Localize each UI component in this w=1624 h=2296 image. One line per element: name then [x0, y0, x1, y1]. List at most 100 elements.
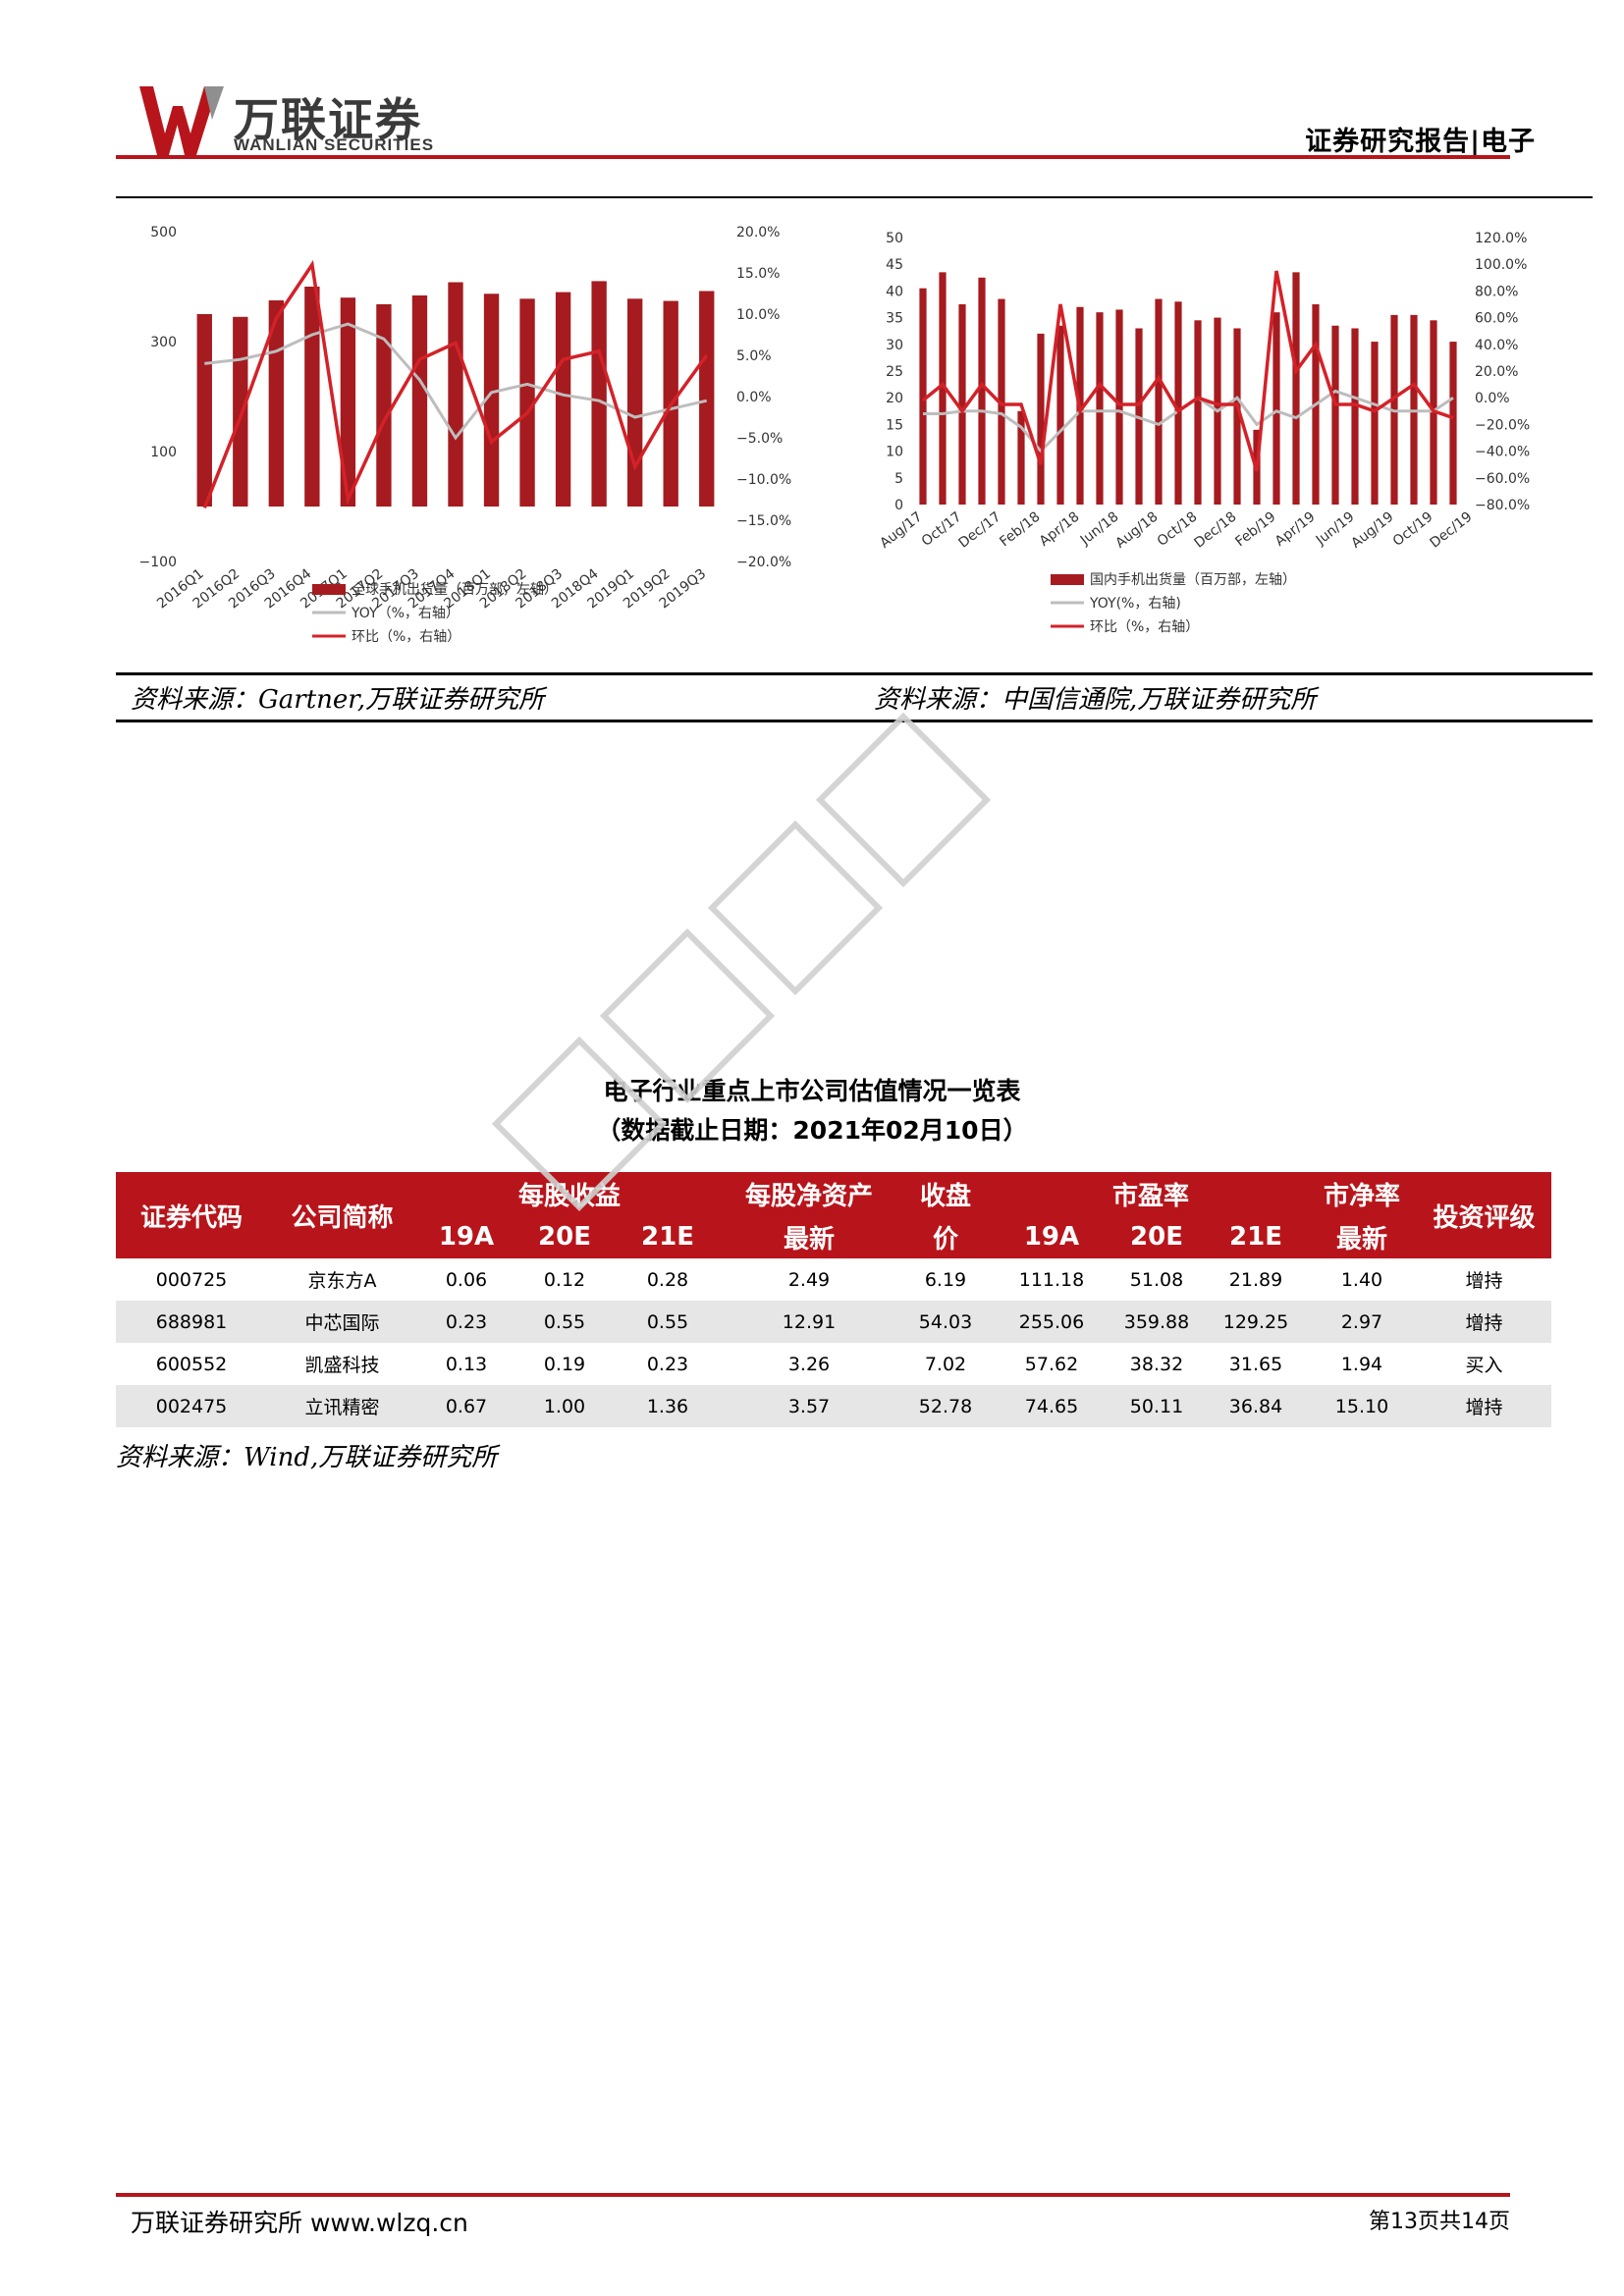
x-tick-label: Aug/18 — [1112, 509, 1161, 552]
cell-code: 000725 — [116, 1258, 267, 1301]
bar — [1174, 301, 1182, 505]
series-line — [204, 322, 708, 441]
cell-pe19: 57.62 — [995, 1343, 1109, 1385]
cell-pb: 15.10 — [1307, 1385, 1417, 1427]
cell-pe19: 111.18 — [995, 1258, 1109, 1301]
footer-institute: 万联证券研究所 www.wlzq.cn — [131, 2209, 468, 2237]
table-row: 688981 中芯国际 0.23 0.55 0.55 12.91 54.03 2… — [116, 1301, 1551, 1343]
bar — [448, 282, 463, 507]
y-right-tick-label: −5.0% — [736, 431, 783, 447]
cell-code: 002475 — [116, 1385, 267, 1427]
header-name: 公司简称 — [267, 1172, 417, 1258]
bar — [1037, 333, 1045, 505]
cell-pb: 1.94 — [1307, 1343, 1417, 1385]
bar — [1194, 320, 1202, 505]
table-source: 资料来源：Wind,万联证券研究所 — [116, 1443, 498, 1472]
y-left-tick-label: 300 — [150, 335, 177, 350]
legend-label: YOY（%，右轴） — [351, 606, 460, 621]
x-tick-label: Oct/19 — [1390, 509, 1436, 550]
logo-chinese-name: 万联证券 — [234, 93, 422, 146]
logo-english-name: WANLIAN SECURITIES — [234, 135, 435, 154]
series-line — [202, 259, 709, 509]
cell-close: 6.19 — [896, 1258, 995, 1301]
x-tick-label: Dec/19 — [1428, 509, 1476, 552]
cell-pe20: 51.08 — [1109, 1258, 1205, 1301]
domestic-phone-shipments-chart: 50454035302520151050120.0%100.0%80.0%60.… — [877, 231, 1530, 635]
chart-right-source: 资料来源：中国信通院,万联证券研究所 — [874, 685, 1317, 715]
cell-bvps: 2.49 — [722, 1258, 896, 1301]
table-row: 000725 京东方A 0.06 0.12 0.28 2.49 6.19 111… — [116, 1258, 1551, 1301]
y-right-tick-label: −20.0% — [1475, 417, 1530, 433]
cell-eps19: 0.06 — [417, 1258, 515, 1301]
bar — [1096, 312, 1104, 505]
y-right-tick-label: 20.0% — [1475, 364, 1518, 380]
y-right-tick-label: −20.0% — [736, 555, 791, 570]
x-tick-label: Oct/18 — [1155, 509, 1201, 550]
cell-pe21: 36.84 — [1205, 1385, 1307, 1427]
y-left-tick-label: 15 — [886, 417, 903, 433]
bar — [1017, 410, 1025, 505]
bar — [483, 294, 500, 507]
cell-code: 688981 — [116, 1301, 267, 1343]
cell-eps21: 0.28 — [614, 1258, 722, 1301]
bar — [340, 297, 356, 507]
cell-rating: 增持 — [1417, 1301, 1551, 1343]
header-pb-latest: 最新 — [1307, 1215, 1417, 1258]
x-tick-label: Feb/18 — [997, 509, 1043, 551]
y-left-tick-label: 30 — [886, 338, 903, 353]
y-left-tick-label: 100 — [150, 445, 177, 460]
bar — [591, 281, 607, 507]
y-right-tick-label: −60.0% — [1475, 471, 1530, 487]
header-divider — [116, 155, 1510, 159]
y-left-tick-label: 10 — [886, 445, 903, 460]
bar — [1272, 312, 1280, 505]
header-code: 证券代码 — [116, 1172, 267, 1258]
cell-eps21: 0.23 — [614, 1343, 722, 1385]
cell-eps21: 0.55 — [614, 1301, 722, 1343]
table-title: 电子行业重点上市公司估值情况一览表 — [603, 1077, 1021, 1105]
x-tick-label: Dec/17 — [956, 509, 1004, 552]
y-left-tick-label: 0 — [894, 498, 903, 513]
cell-eps19: 0.67 — [417, 1385, 515, 1427]
cell-pb: 2.97 — [1307, 1301, 1417, 1343]
cell-close: 54.03 — [896, 1301, 995, 1343]
header-rating: 投资评级 — [1417, 1172, 1551, 1258]
x-tick-label: Feb/19 — [1232, 509, 1278, 551]
y-right-tick-label: 60.0% — [1475, 311, 1518, 327]
y-right-tick-label: 100.0% — [1475, 257, 1527, 273]
cell-pe20: 359.88 — [1109, 1301, 1205, 1343]
bar — [978, 277, 986, 505]
y-right-tick-label: −80.0% — [1475, 498, 1530, 513]
header-eps-19a: 19A — [417, 1215, 515, 1258]
bar — [626, 298, 643, 507]
bar — [1351, 328, 1359, 505]
cell-eps20: 0.55 — [515, 1301, 614, 1343]
cell-pe19: 74.65 — [995, 1385, 1109, 1427]
bar — [304, 287, 320, 507]
cell-name: 京东方A — [267, 1258, 417, 1301]
legend-swatch — [312, 584, 346, 595]
series-line — [921, 270, 1454, 472]
header-bvps-latest: 最新 — [722, 1215, 896, 1258]
cell-name: 中芯国际 — [267, 1301, 417, 1343]
bar — [1056, 325, 1064, 505]
bar — [1292, 272, 1300, 505]
bar — [699, 291, 715, 507]
report-type: 证券研究报告|电子 — [1305, 127, 1536, 157]
bar — [1155, 298, 1163, 505]
bar — [1371, 342, 1379, 505]
bar — [1449, 342, 1457, 505]
y-right-tick-label: −15.0% — [736, 513, 791, 529]
legend-label: 全球手机出货量（百万部，左轴） — [352, 581, 558, 598]
global-phone-shipments-chart: 500 300 100 −100 20.0% 15.0% 10.0% 5.0% 0.0% −5.0… — [139, 225, 792, 645]
x-tick-label: Apr/19 — [1272, 509, 1319, 550]
cell-pe21: 129.25 — [1205, 1301, 1307, 1343]
bar — [1233, 328, 1241, 505]
cell-pb: 1.40 — [1307, 1258, 1417, 1301]
y-left-tick-label: 50 — [886, 231, 903, 246]
y-right-tick-label: 80.0% — [1475, 284, 1518, 299]
cell-eps19: 0.23 — [417, 1301, 515, 1343]
header-bvps: 每股净资产 — [722, 1172, 896, 1215]
cell-name: 立讯精密 — [267, 1385, 417, 1427]
cell-eps20: 1.00 — [515, 1385, 614, 1427]
